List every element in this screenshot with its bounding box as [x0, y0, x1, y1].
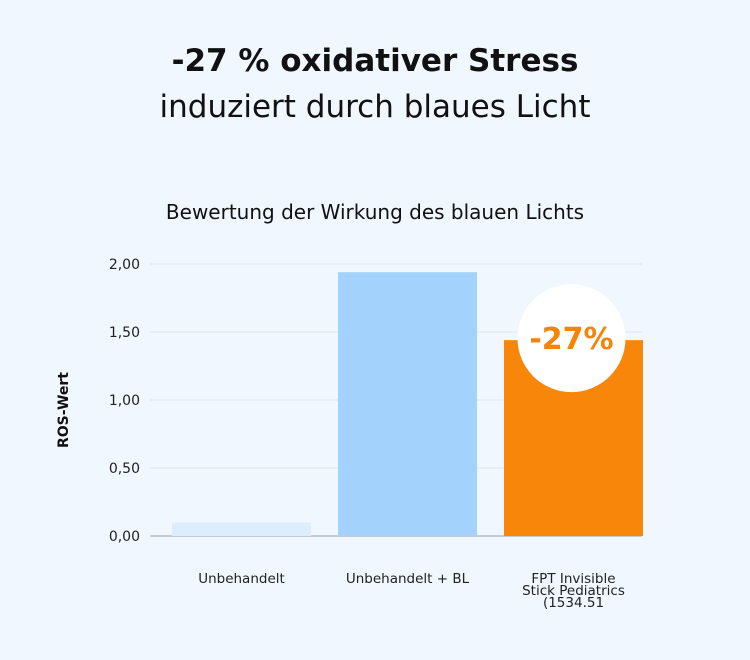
chart-title: Bewertung der Wirkung des blauen Lichts: [165, 200, 585, 224]
x-tick-label: (1534.51: [543, 595, 604, 611]
headline-line-2: induziert durch blaues Licht: [159, 89, 591, 125]
headline-line-1: -27 % oxidativer Stress: [171, 43, 579, 79]
x-tick-label: Stick Pediatrics: [522, 583, 625, 599]
y-tick-label: 0,00: [109, 529, 140, 545]
y-tick-label: 1,00: [109, 393, 140, 409]
y-axis-label: ROS-Wert: [56, 372, 72, 448]
y-tick-label: 2,00: [109, 257, 140, 273]
bar: [338, 272, 477, 536]
x-tick-label: Unbehandelt + BL: [346, 571, 470, 587]
y-tick-label: 1,50: [109, 325, 140, 341]
x-tick-label: FPT Invisible: [531, 571, 615, 587]
annotation-label: -27%: [529, 322, 613, 357]
x-tick-label: Unbehandelt: [198, 571, 285, 587]
y-tick-label: 0,50: [109, 461, 140, 477]
bar: [172, 522, 311, 536]
headline: -27 % oxidativer Stress induziert durch …: [0, 38, 750, 130]
annotation-badge: [517, 284, 626, 393]
